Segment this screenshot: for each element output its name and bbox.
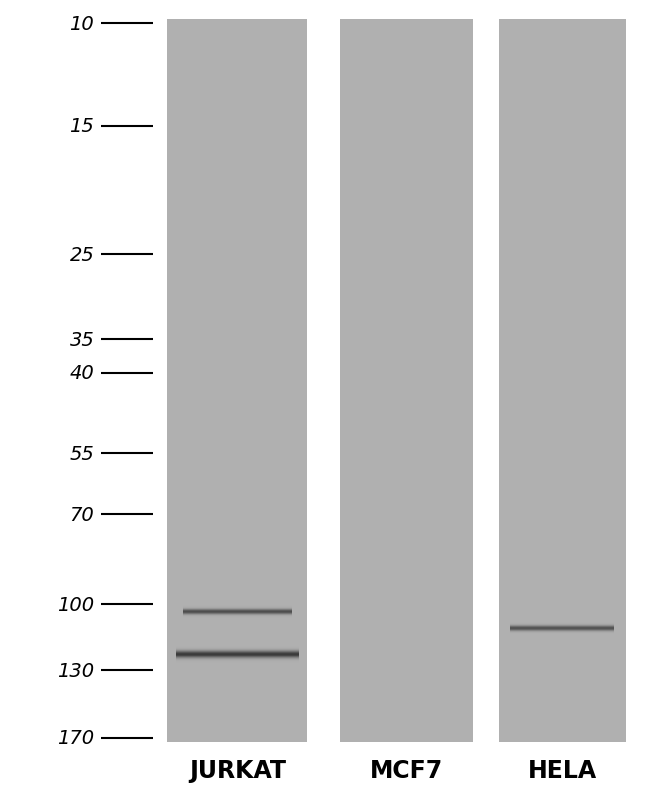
Text: 25: 25 xyxy=(70,246,94,264)
Text: 55: 55 xyxy=(70,444,94,463)
Text: 10: 10 xyxy=(70,15,94,34)
Text: 15: 15 xyxy=(70,117,94,136)
Text: 100: 100 xyxy=(57,594,94,614)
Text: MCF7: MCF7 xyxy=(370,758,443,783)
Text: 35: 35 xyxy=(70,330,94,350)
Bar xyxy=(168,20,307,742)
Bar xyxy=(499,20,625,742)
Text: 40: 40 xyxy=(70,364,94,383)
Text: 130: 130 xyxy=(57,661,94,680)
Text: 70: 70 xyxy=(70,505,94,524)
Text: HELA: HELA xyxy=(528,758,597,783)
Bar xyxy=(339,20,473,742)
Text: JURKAT: JURKAT xyxy=(188,758,286,783)
Text: 170: 170 xyxy=(57,728,94,748)
